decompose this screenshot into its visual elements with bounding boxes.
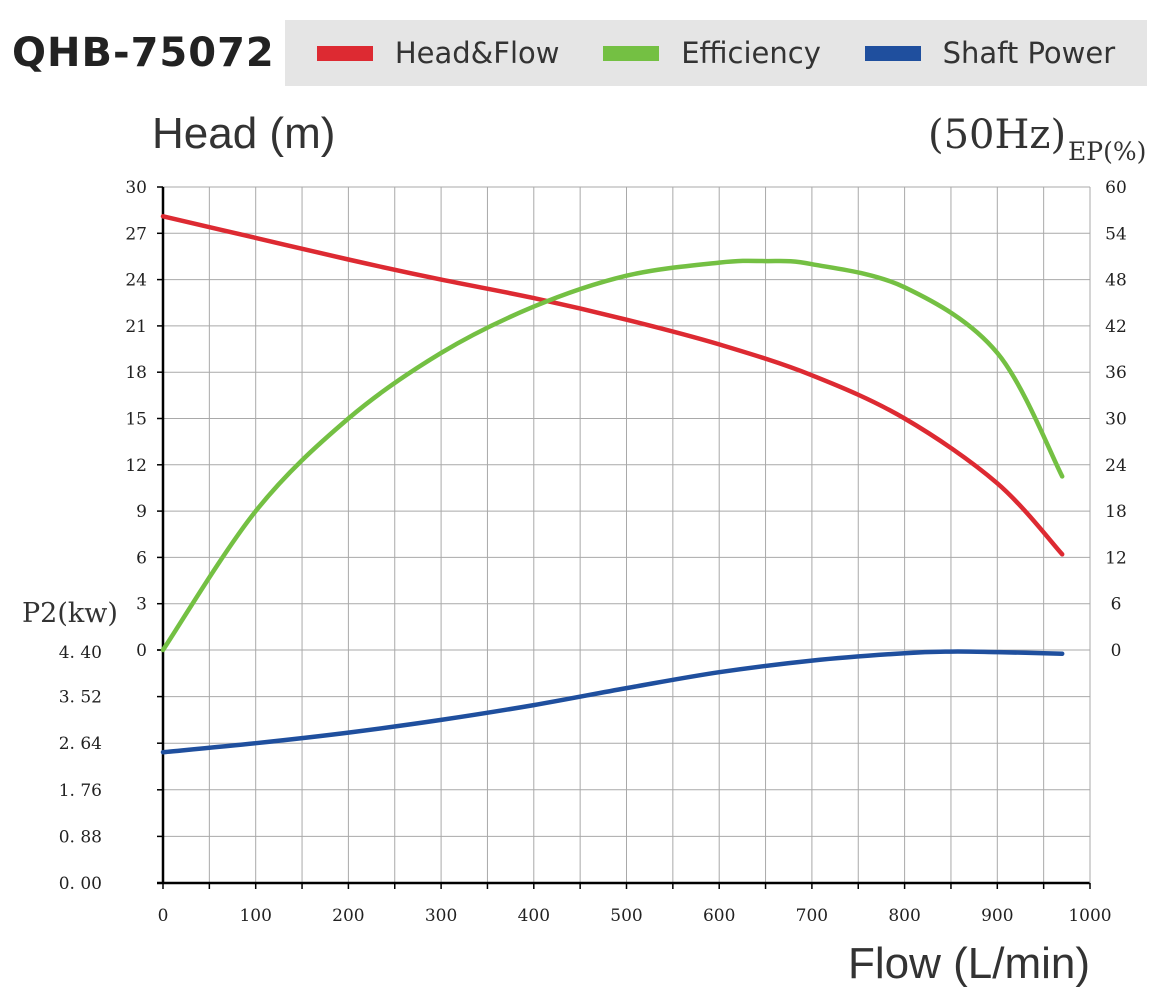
efficiency-tick-label: 0 bbox=[1111, 641, 1122, 661]
series-line-shaft-power bbox=[160, 649, 1065, 755]
legend-item-head-flow: Head&Flow bbox=[316, 36, 560, 70]
power-tick-label: 3. 52 bbox=[59, 688, 102, 708]
flow-tick-label: 0 bbox=[158, 906, 169, 926]
efficiency-tick-label: 48 bbox=[1105, 271, 1127, 291]
power-tick-label: 0. 00 bbox=[59, 874, 102, 894]
legend-label-shaft-power: Shaft Power bbox=[942, 36, 1116, 70]
head-tick-label: 0 bbox=[136, 641, 147, 661]
head-tick-label: 30 bbox=[125, 178, 147, 198]
flow-tick-label: 300 bbox=[425, 906, 457, 926]
model-title: QHB-75072 bbox=[12, 30, 275, 76]
power-tick-label: 0. 88 bbox=[59, 827, 102, 847]
legend-item-efficiency: Efficiency bbox=[603, 36, 821, 70]
head-tick-label: 21 bbox=[125, 317, 147, 337]
grid bbox=[162, 186, 1091, 884]
legend-label-head-flow: Head&Flow bbox=[394, 36, 560, 70]
legend: Head&Flow Efficiency Shaft Power bbox=[285, 20, 1147, 86]
frequency-label: (50Hz) bbox=[928, 112, 1066, 158]
efficiency-tick-label: 18 bbox=[1105, 502, 1127, 522]
head-tick-label: 24 bbox=[125, 271, 147, 291]
power-tick-label: 4. 40 bbox=[59, 643, 102, 663]
head-tick-label: 15 bbox=[125, 410, 147, 430]
head-axis-label: Head (m) bbox=[152, 109, 335, 158]
flow-tick-label: 400 bbox=[518, 906, 550, 926]
efficiency-tick-label: 24 bbox=[1105, 456, 1127, 476]
head-tick-label: 6 bbox=[136, 548, 147, 568]
efficiency-tick-label: 36 bbox=[1105, 363, 1127, 383]
efficiency-tick-label: 54 bbox=[1105, 224, 1127, 244]
legend-swatch-efficiency bbox=[603, 45, 660, 61]
series-line-head-flow bbox=[160, 214, 1065, 557]
head-tick-label: 27 bbox=[125, 224, 147, 244]
flow-tick-label: 700 bbox=[796, 906, 828, 926]
legend-swatch-shaft-power bbox=[864, 45, 921, 61]
legend-swatch-head-flow bbox=[316, 45, 373, 61]
flow-tick-label: 900 bbox=[981, 906, 1013, 926]
power-tick-label: 2. 64 bbox=[59, 734, 102, 754]
flow-axis-label: Flow (L/min) bbox=[848, 939, 1090, 988]
flow-tick-label: 1000 bbox=[1068, 906, 1111, 926]
legend-label-efficiency: Efficiency bbox=[681, 36, 821, 70]
efficiency-tick-label: 42 bbox=[1105, 317, 1127, 337]
head-tick-label: 9 bbox=[136, 502, 147, 522]
head-tick-label: 18 bbox=[125, 363, 147, 383]
power-tick-label: 1. 76 bbox=[59, 781, 102, 801]
efficiency-tick-label: 6 bbox=[1111, 595, 1122, 615]
efficiency-tick-label: 30 bbox=[1105, 410, 1127, 430]
legend-item-shaft-power: Shaft Power bbox=[864, 36, 1116, 70]
series-line-efficiency bbox=[160, 258, 1065, 653]
series-lines bbox=[160, 214, 1065, 755]
flow-tick-label: 200 bbox=[332, 906, 364, 926]
flow-tick-label: 800 bbox=[888, 906, 920, 926]
flow-tick-label: 100 bbox=[239, 906, 271, 926]
head-tick-label: 3 bbox=[136, 595, 147, 615]
efficiency-tick-label: 12 bbox=[1105, 548, 1127, 568]
power-axis-label: P2(kw) bbox=[22, 598, 118, 629]
efficiency-tick-label: 60 bbox=[1105, 178, 1127, 198]
tick-labels: 036912151821242730061218243036424854600.… bbox=[59, 178, 1127, 926]
efficiency-axis-label: EP(%) bbox=[1068, 137, 1146, 166]
head-tick-label: 12 bbox=[125, 456, 147, 476]
flow-tick-label: 500 bbox=[610, 906, 642, 926]
flow-tick-label: 600 bbox=[703, 906, 735, 926]
axes bbox=[157, 186, 1091, 889]
